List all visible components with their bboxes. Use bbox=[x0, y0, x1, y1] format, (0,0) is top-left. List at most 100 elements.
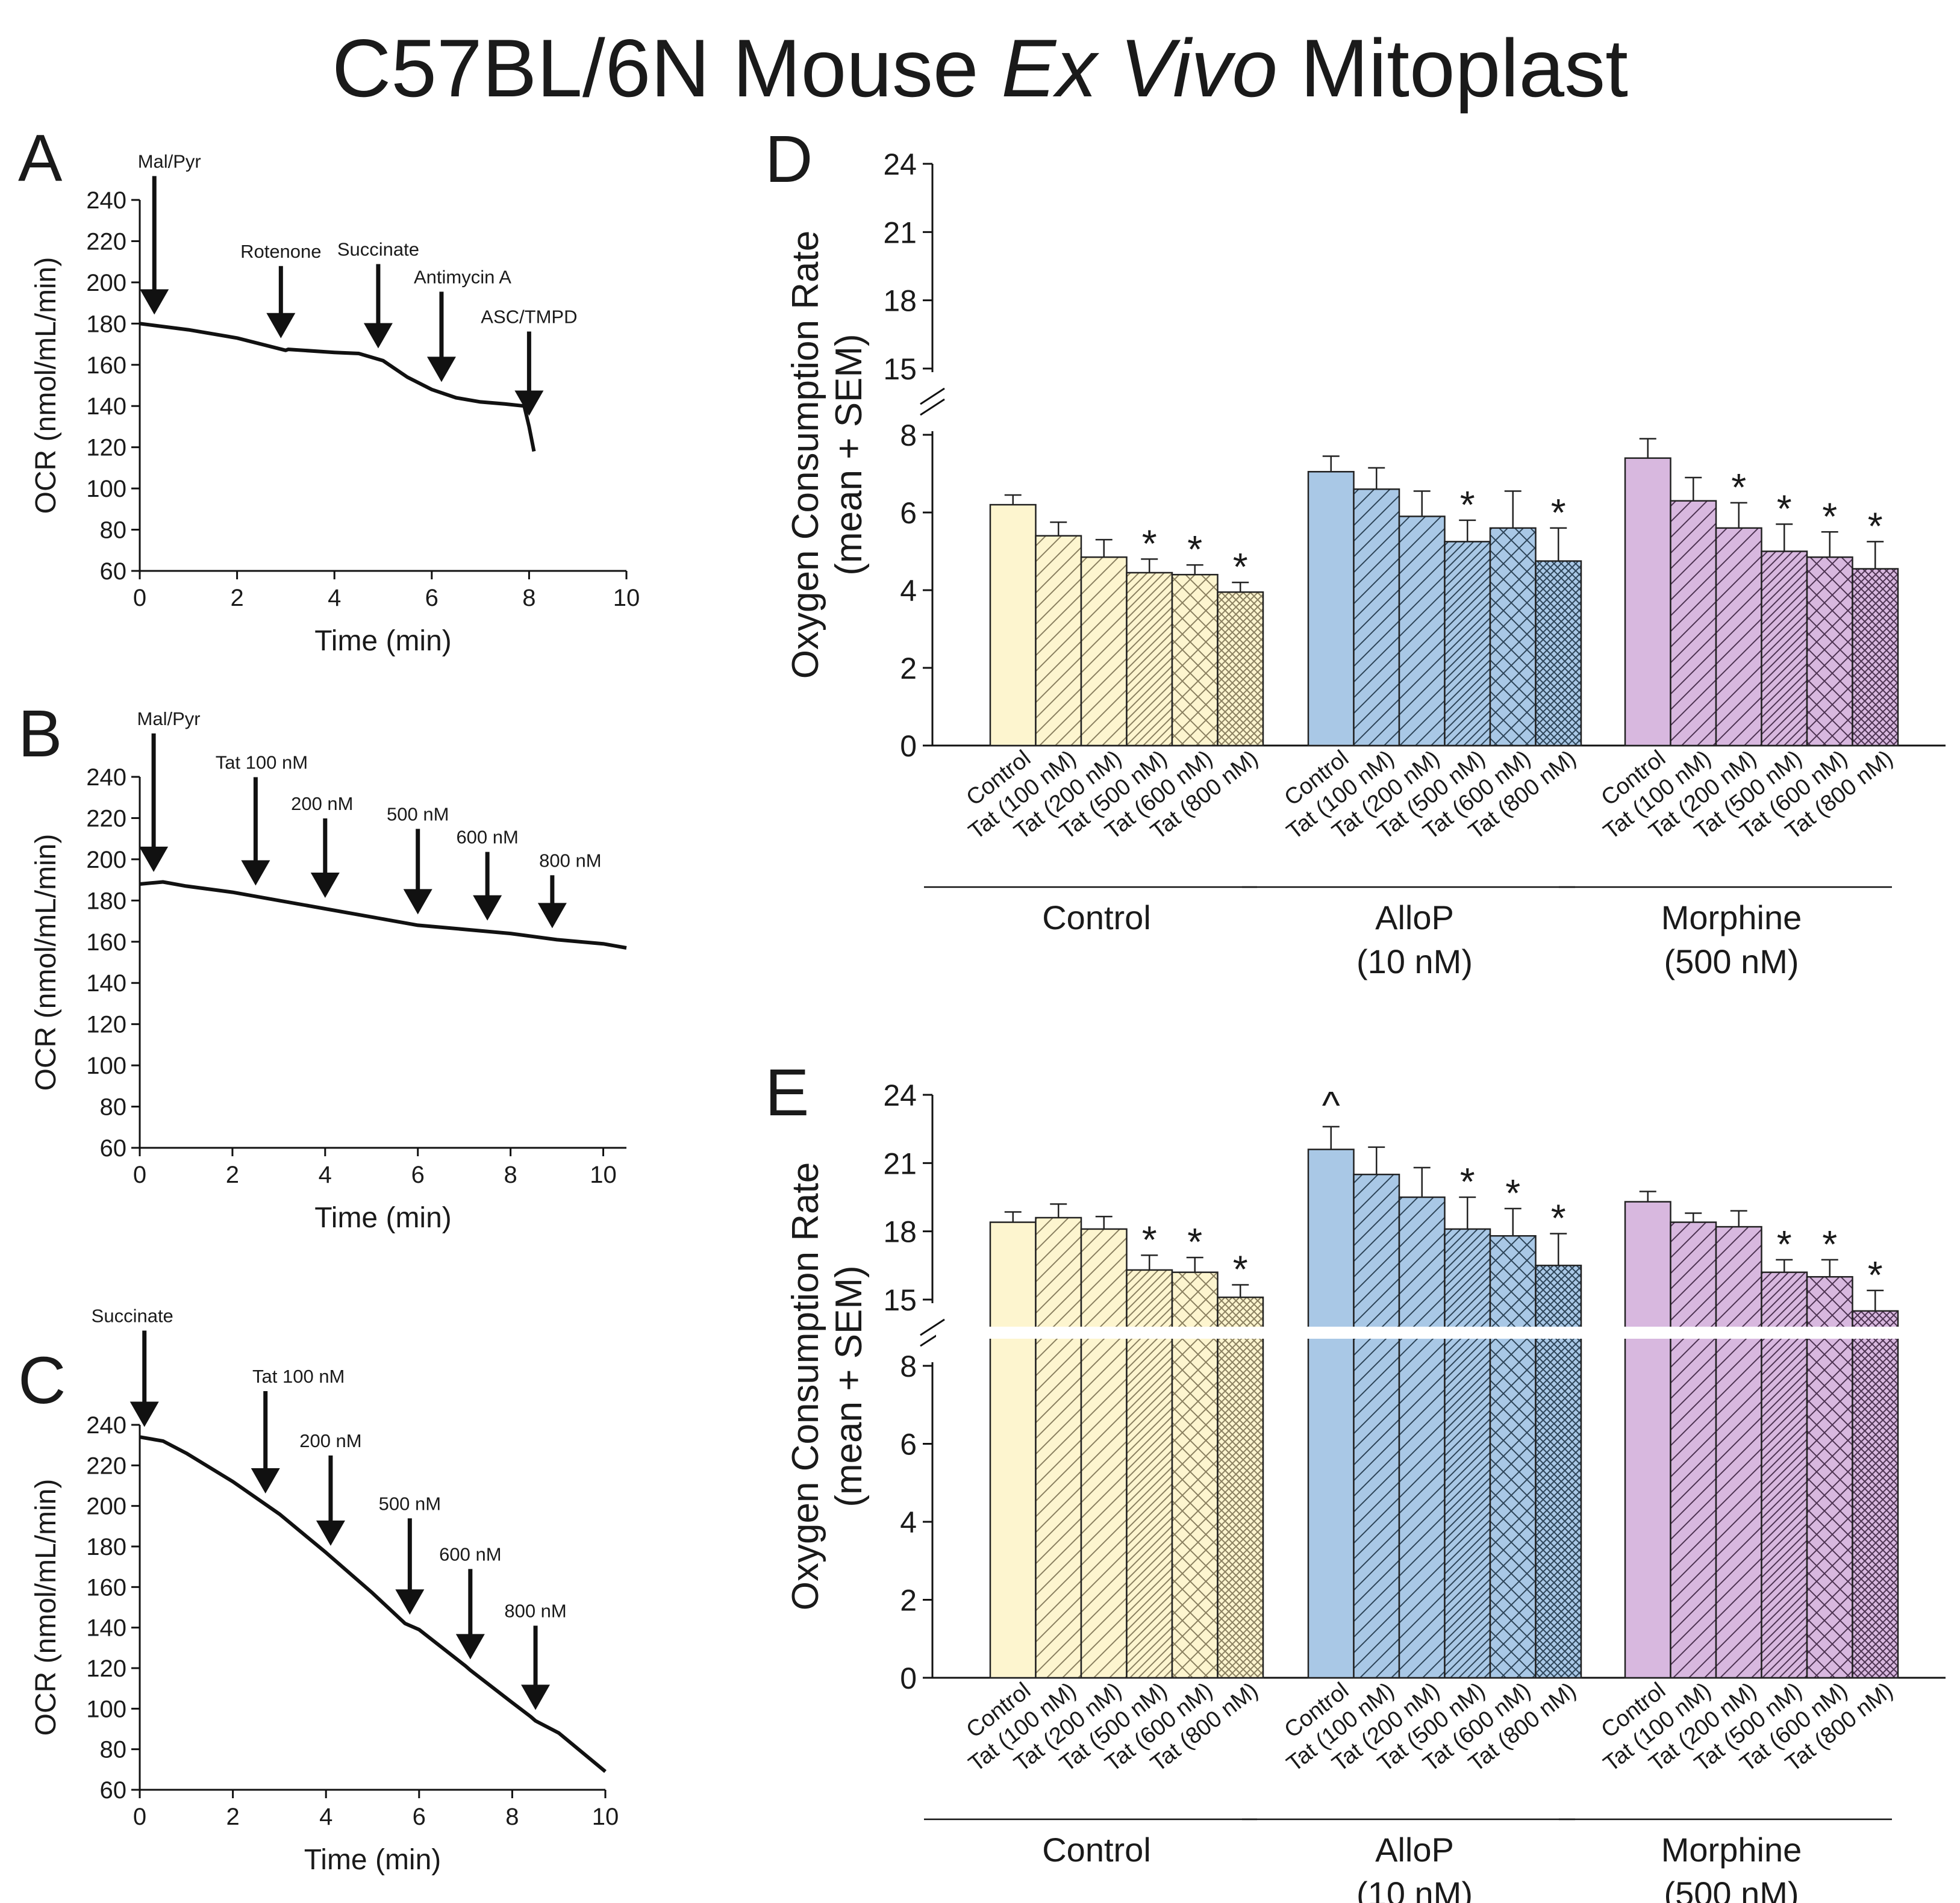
bar bbox=[1126, 572, 1173, 747]
y-tick-label: 220 bbox=[86, 805, 126, 832]
injection-arrow-head bbox=[316, 1520, 345, 1546]
bar bbox=[989, 503, 1037, 747]
y-tick-label: 60 bbox=[100, 1777, 127, 1804]
bar bbox=[1398, 1196, 1446, 1679]
bar bbox=[1670, 1221, 1717, 1679]
y-axis-label-sub: (mean + SEM) bbox=[828, 334, 870, 575]
significance-mark: * bbox=[1142, 522, 1157, 565]
y-tick-label: 0 bbox=[900, 729, 917, 763]
y-tick-label: 220 bbox=[86, 1453, 126, 1479]
bar bbox=[1080, 556, 1128, 747]
bar bbox=[1307, 471, 1355, 747]
significance-mark: * bbox=[1822, 1222, 1837, 1266]
axis-break-band bbox=[936, 1327, 1949, 1339]
bar bbox=[1715, 527, 1762, 747]
y-tick-label: 240 bbox=[86, 764, 126, 791]
significance-mark: * bbox=[1777, 1222, 1792, 1266]
group-sublabel: (10 nM) bbox=[1356, 1875, 1473, 1903]
figure-title: C57BL/6N Mouse Ex Vivo Mitoplast bbox=[332, 22, 1628, 114]
y-tick-label: 200 bbox=[86, 270, 126, 296]
y-tick-label: 0 bbox=[900, 1662, 917, 1695]
x-tick-label: 8 bbox=[522, 585, 535, 611]
group-label: Control bbox=[1042, 899, 1151, 936]
bar bbox=[1035, 535, 1082, 747]
injection-arrow-head bbox=[139, 846, 169, 872]
significance-mark: * bbox=[1233, 1247, 1248, 1291]
injection-arrow-head bbox=[363, 323, 393, 349]
x-tick-label: 0 bbox=[133, 1162, 146, 1188]
injection-label: 800 nM bbox=[539, 850, 601, 871]
y-tick-label: 24 bbox=[883, 1079, 917, 1112]
y-tick-label: 120 bbox=[86, 1655, 126, 1682]
group-label: AlloP bbox=[1375, 1831, 1454, 1869]
y-tick-label: 240 bbox=[86, 187, 126, 214]
x-tick-label: 6 bbox=[411, 1162, 425, 1188]
y-tick-label: 18 bbox=[883, 284, 917, 318]
bar bbox=[1398, 515, 1446, 747]
x-tick-label: 10 bbox=[592, 1804, 619, 1830]
injection-label: 200 nM bbox=[299, 1430, 361, 1451]
x-tick-label: 2 bbox=[226, 1162, 239, 1188]
y-axis-label-sub: (mean + SEM) bbox=[828, 1265, 870, 1507]
y-tick-label: 220 bbox=[86, 228, 126, 255]
significance-mark: * bbox=[1777, 487, 1792, 530]
y-axis-label: OCR (nmol/mL/min) bbox=[30, 1479, 62, 1736]
panel-a-trace-chart: A 0 2 4 6 8 10 60 80 100 120 140 160 180 200 220 240 Time… bbox=[18, 121, 640, 657]
group-label: Control bbox=[1042, 1831, 1151, 1869]
bar bbox=[1353, 1173, 1400, 1679]
ocr-trace-line bbox=[139, 1435, 607, 1774]
bar bbox=[1353, 488, 1400, 747]
axis-break-mark bbox=[920, 387, 945, 416]
injection-label: Mal/Pyr bbox=[137, 708, 201, 729]
bar bbox=[1624, 457, 1671, 747]
bar bbox=[1307, 1148, 1355, 1679]
bar bbox=[1761, 550, 1808, 747]
significance-mark: * bbox=[1822, 494, 1837, 538]
significance-mark: * bbox=[1233, 545, 1248, 588]
y-axis-label: Oxygen Consumption Rate bbox=[785, 231, 826, 679]
y-tick-label: 100 bbox=[86, 476, 126, 502]
panel-letter: D bbox=[765, 122, 813, 196]
y-tick-label: 15 bbox=[883, 1283, 917, 1317]
y-tick-label: 160 bbox=[86, 352, 126, 379]
bar bbox=[1489, 527, 1537, 747]
injection-label: 800 nM bbox=[504, 1601, 566, 1622]
injection-arrow-head bbox=[537, 903, 567, 929]
panel-letter: E bbox=[765, 1056, 809, 1130]
injection-label: Mal/Pyr bbox=[138, 151, 201, 172]
y-tick-label: 140 bbox=[86, 970, 126, 997]
bar bbox=[1217, 1296, 1264, 1679]
group-label: Morphine bbox=[1661, 899, 1802, 936]
x-tick-label: 2 bbox=[226, 1804, 239, 1830]
group-label: Morphine bbox=[1661, 1831, 1802, 1869]
bar bbox=[1080, 1228, 1128, 1679]
y-axis-label: OCR (nmol/mL/min) bbox=[30, 257, 62, 514]
injection-label: 600 nM bbox=[439, 1543, 501, 1565]
panel-letter: B bbox=[18, 697, 62, 771]
bar bbox=[1489, 1235, 1537, 1679]
injection-arrow-head bbox=[395, 1589, 425, 1615]
y-tick-label: 100 bbox=[86, 1696, 126, 1722]
x-axis-label: Time (min) bbox=[304, 1844, 442, 1876]
bar bbox=[1035, 1216, 1082, 1679]
x-tick-label: 8 bbox=[505, 1804, 519, 1830]
significance-mark: ^ bbox=[1322, 1083, 1340, 1127]
x-tick-label: 4 bbox=[328, 585, 341, 611]
y-tick-label: 8 bbox=[900, 1350, 917, 1383]
y-tick-label: 200 bbox=[86, 1493, 126, 1520]
x-tick-label: 10 bbox=[613, 585, 640, 611]
injection-arrow-head bbox=[130, 1401, 159, 1427]
injection-label: Tat 100 nM bbox=[252, 1366, 345, 1387]
injection-label: ASC/TMPD bbox=[481, 306, 577, 327]
significance-mark: * bbox=[1505, 1171, 1520, 1215]
injection-label: Succinate bbox=[92, 1306, 173, 1327]
bar bbox=[1715, 1226, 1762, 1679]
x-tick-label: 8 bbox=[504, 1162, 517, 1188]
group-sublabel: (10 nM) bbox=[1356, 942, 1473, 980]
injection-label: 500 nM bbox=[387, 803, 449, 824]
x-tick-label: 6 bbox=[425, 585, 439, 611]
group-sublabel: (500 nM) bbox=[1664, 1875, 1799, 1903]
y-axis-label: OCR (nmol/mL/min) bbox=[30, 834, 62, 1091]
